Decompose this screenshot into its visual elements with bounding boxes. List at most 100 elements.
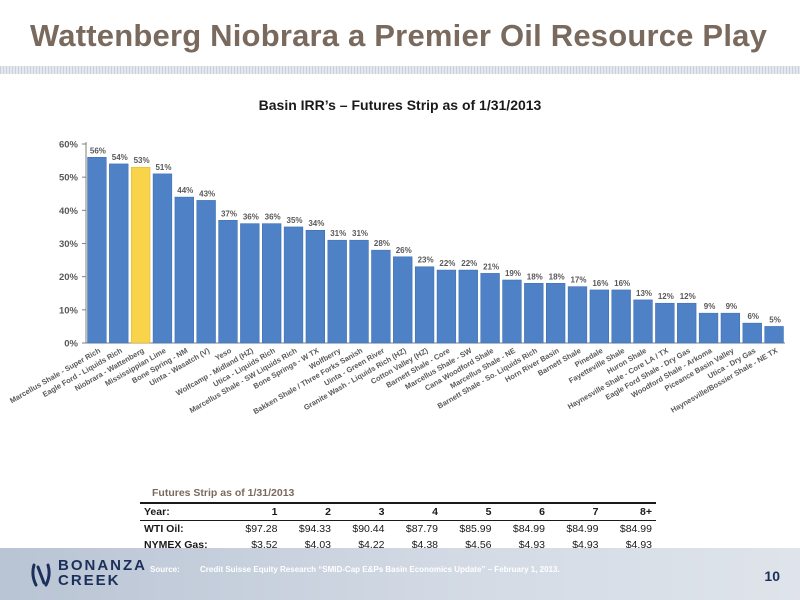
bar [218,220,238,344]
logo-line-1: BONANZA [58,557,147,574]
bar [677,302,697,344]
year-cell: 2 [281,504,335,521]
year-row-label: Year: [140,504,228,521]
bar [545,283,566,344]
bar [393,256,413,344]
bar [327,239,347,344]
y-tick-label: 50% [59,173,79,184]
bar [109,163,129,344]
irr-bar-chart: 0%10%20%30%40%50%60%56%Marcellus Shale -… [8,140,785,416]
bar-value-label: 35% [287,216,303,225]
bonanza-creek-logo-icon [31,563,51,587]
page-number: 10 [764,568,780,584]
bar-value-label: 16% [614,279,630,288]
bar [720,312,741,344]
bar [502,279,522,344]
bar-value-label: 16% [592,279,608,288]
bar-value-label: 12% [680,292,696,301]
year-cell: 6 [495,504,549,521]
bar [174,196,194,344]
y-tick-label: 60% [59,140,79,151]
wti-cell: $84.99 [566,523,599,535]
y-tick-label: 10% [59,305,79,316]
futures-strip-caption: Futures Strip as of 1/31/2013 [140,487,656,504]
bar [283,226,304,344]
bar [633,299,653,344]
bar [414,266,435,344]
bar [567,286,588,344]
bar-value-label: 5% [769,315,781,324]
bar-value-label: 28% [374,239,390,248]
bar [589,289,609,344]
bar-value-label: 18% [527,272,543,281]
bar-value-label: 9% [726,302,738,311]
bar-value-label: 12% [658,292,674,301]
wti-cell: $84.99 [512,523,545,535]
bar-value-label: 51% [155,163,171,172]
bar-value-label: 22% [461,259,477,268]
futures-strip: Futures Strip as of 1/31/2013 Year: 1 2 … [140,487,656,555]
bar [524,283,544,344]
year-cell: 5 [442,504,496,521]
year-cell: 8+ [602,504,656,521]
bar-value-label: 43% [199,189,215,198]
bar [742,322,762,344]
chart-title: Basin IRR’s – Futures Strip as of 1/31/2… [258,97,542,113]
source-label: Source: [150,565,180,574]
footer-bar: BONANZA CREEK Source: Credit Suisse Equi… [0,548,800,600]
bar-value-label: 6% [747,312,759,321]
bar [130,166,151,344]
year-cell: 1 [228,504,282,521]
title-rule [0,66,800,74]
bar [349,239,369,344]
bar-value-label: 54% [112,153,128,162]
bar-value-label: 17% [570,276,586,285]
source-text: Credit Suisse Equity Research “SMID-Cap … [200,565,560,574]
bar-value-label: 36% [265,213,281,222]
bar [87,157,107,344]
bar [196,200,216,344]
bar-value-label: 9% [704,302,716,311]
y-tick-label: 0% [64,339,78,350]
bar-value-label: 36% [243,213,259,222]
bar [262,223,282,344]
bar [436,269,457,344]
bar-value-label: 53% [134,156,150,165]
wti-cell: $85.99 [459,523,492,535]
bar-value-label: 31% [330,229,346,238]
bar [764,326,784,344]
bar-value-label: 26% [396,246,412,255]
bar [371,249,391,344]
y-tick-label: 40% [59,206,79,217]
wti-cell: $97.28 [245,523,278,535]
bar [698,312,719,344]
year-cell: 4 [388,504,442,521]
slide-title: Wattenberg Niobrara a Premier Oil Resour… [30,18,768,53]
wti-cell: $90.44 [352,523,385,535]
wti-cell: $94.33 [298,523,331,535]
bar-value-label: 44% [177,186,193,195]
bar-value-label: 18% [549,272,565,281]
wti-cell: $87.79 [405,523,438,535]
bar [655,302,675,344]
bar-value-label: 19% [505,269,521,278]
wti-cell: $84.99 [619,523,652,535]
bar-value-label: 31% [352,229,368,238]
bar-value-label: 22% [439,259,455,268]
logo-wordmark: BONANZA CREEK [58,558,147,588]
bar-value-label: 34% [308,219,324,228]
logo-line-2: CREEK [58,572,121,589]
y-tick-label: 30% [59,239,79,250]
wti-row: WTI Oil: $97.28 $94.33 $90.44 $87.79 $85… [140,521,656,538]
bar [305,229,326,344]
bar [458,269,478,344]
bar [611,289,631,344]
year-cell: 7 [549,504,603,521]
bar [152,173,173,344]
bar-value-label: 21% [483,262,499,271]
year-cell: 3 [335,504,389,521]
bar-value-label: 23% [418,256,434,265]
y-tick-label: 20% [59,272,79,283]
bar [240,223,260,344]
wti-row-label: WTI Oil: [144,523,184,535]
